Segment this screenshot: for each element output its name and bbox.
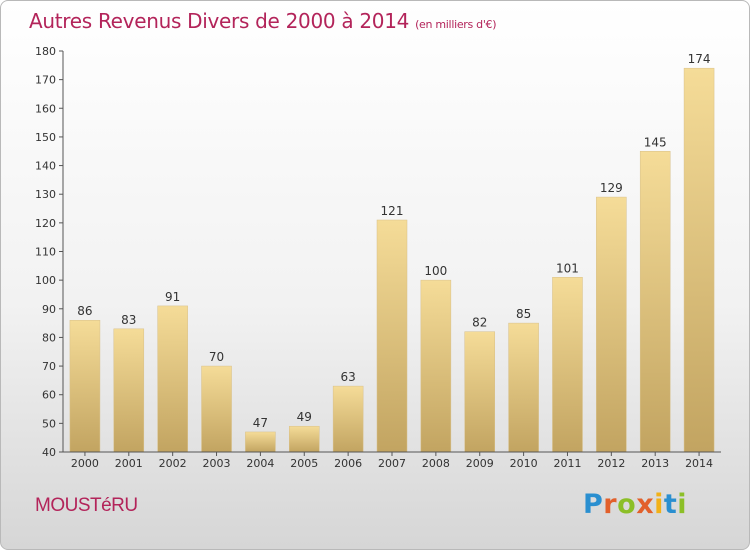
y-tick-label: 70 <box>42 360 56 373</box>
y-tick-label: 80 <box>42 331 56 344</box>
y-tick-label: 100 <box>35 274 56 287</box>
logo-letter: t <box>663 489 678 520</box>
bar-2006 <box>332 385 364 453</box>
x-tick-label: 2013 <box>641 457 669 470</box>
x-axis: 2000 2001 2002 2003 2004 2005 2006 2007 2008 2009… <box>63 451 721 470</box>
bar-value-label: 70 <box>209 350 224 364</box>
x-tick-label: 2007 <box>378 457 406 470</box>
commune-name: MOUSTéRU <box>35 495 138 516</box>
x-tick-label: 2002 <box>159 457 187 470</box>
bar-2001 <box>113 328 145 453</box>
y-axis: 40 50 60 70 80 90 100 110 120 130 140 150 160 170 180 <box>35 45 64 459</box>
proxiti-logo[interactable]: Proxiti <box>583 489 687 520</box>
chart-title: Autres Revenus Divers de 2000 à 2014 (en … <box>29 9 497 33</box>
bar-2007 <box>376 219 408 453</box>
y-tick-label: 60 <box>42 389 56 402</box>
bar-2004 <box>245 431 276 453</box>
x-tick-label: 2009 <box>466 457 494 470</box>
x-tick-label: 2004 <box>246 457 274 470</box>
bar-2010 <box>508 322 539 453</box>
bar-value-label: 83 <box>121 313 136 327</box>
bar-value-label: 174 <box>688 52 711 66</box>
bar-value-label: 121 <box>381 204 404 218</box>
bar-2003 <box>201 365 232 453</box>
y-tick-label: 40 <box>42 446 56 459</box>
x-tick-label: 2014 <box>685 457 713 470</box>
y-tick-label: 130 <box>35 188 56 201</box>
bar-value-label: 82 <box>472 316 487 330</box>
x-tick-label: 2008 <box>422 457 450 470</box>
bar-value-label: 85 <box>516 307 531 321</box>
y-tick-label: 160 <box>35 102 56 115</box>
bar-2009 <box>464 331 495 453</box>
y-tick-label: 170 <box>35 74 56 87</box>
y-tick-label: 90 <box>42 303 56 316</box>
bar-value-label: 47 <box>253 416 268 430</box>
bar-2008 <box>420 279 452 453</box>
x-tick-label: 2010 <box>510 457 538 470</box>
x-tick-label: 2005 <box>290 457 318 470</box>
y-tick-label: 120 <box>35 217 56 230</box>
y-tick-label: 180 <box>35 45 56 58</box>
chart-unit: (en milliers d'€) <box>415 18 497 31</box>
logo-letter: r <box>603 489 618 520</box>
logo-letter: i <box>677 489 688 520</box>
bar-2014 <box>683 67 715 453</box>
chart-title-text: Autres Revenus Divers de 2000 à 2014 <box>29 9 410 33</box>
bars <box>69 67 715 453</box>
bar-2013 <box>639 151 671 453</box>
bar-value-label: 86 <box>77 304 92 318</box>
x-tick-label: 2011 <box>553 457 581 470</box>
x-tick-label: 2001 <box>115 457 143 470</box>
bar-2011 <box>552 277 583 453</box>
bar-value-label: 63 <box>340 370 355 384</box>
bar-value-label: 91 <box>165 290 180 304</box>
x-tick-label: 2012 <box>597 457 625 470</box>
bar-value-label: 100 <box>424 264 447 278</box>
logo-letter: o <box>617 489 637 520</box>
x-tick-label: 2006 <box>334 457 362 470</box>
logo-letter: i <box>654 489 664 520</box>
bar-value-label: 49 <box>297 410 312 424</box>
bar-2002 <box>157 305 188 453</box>
y-tick-label: 140 <box>35 160 56 173</box>
logo-letter: P <box>583 489 604 520</box>
x-tick-label: 2003 <box>203 457 231 470</box>
data-labels: 86 83 91 70 47 49 63 121 100 82 85 101 129 145 174 <box>77 52 710 430</box>
y-tick-label: 150 <box>35 131 56 144</box>
x-tick-label: 2000 <box>71 457 99 470</box>
bar-2005 <box>289 425 320 453</box>
bar-2012 <box>596 196 627 453</box>
bar-2000 <box>69 319 101 453</box>
bar-value-label: 101 <box>556 261 579 275</box>
y-tick-label: 110 <box>35 246 56 259</box>
y-tick-label: 50 <box>42 417 56 430</box>
bar-value-label: 145 <box>644 135 667 149</box>
logo-letter: x <box>636 489 655 520</box>
bar-value-label: 129 <box>600 181 623 195</box>
